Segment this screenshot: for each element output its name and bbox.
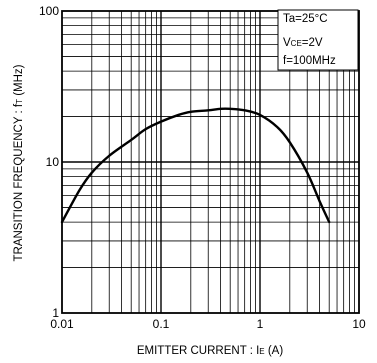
x-tick-label: 1	[257, 317, 264, 331]
y-tick-labels: 1 10 100	[39, 4, 59, 320]
major-grid	[62, 11, 359, 313]
y-tick-label: 10	[46, 155, 60, 169]
y-tick-label: 100	[39, 4, 59, 18]
plot-frame	[61, 10, 360, 314]
condition-temperature: Ta=25°C	[283, 13, 328, 25]
y-tick-label: 1	[52, 306, 59, 320]
x-tick-label: 0.1	[153, 317, 170, 331]
conditions-box: Ta=25°C VCE=2V f=100MHz	[277, 9, 359, 71]
condition-vce: VCE=2V	[283, 37, 323, 49]
x-tick-label: 10	[352, 317, 366, 331]
y-axis-label: TRANSITION FREQUENCY : fT (MHz)	[13, 64, 25, 261]
x-tick-label: 0.01	[50, 317, 74, 331]
ft-vs-ie-curve	[60, 107, 331, 224]
conditions-box-frame	[277, 9, 359, 71]
x-tick-labels: 0.01 0.1 1 10	[50, 317, 366, 331]
x-axis-label: EMITTER CURRENT : IE (A)	[137, 345, 284, 357]
condition-frequency: f=100MHz	[283, 55, 336, 67]
